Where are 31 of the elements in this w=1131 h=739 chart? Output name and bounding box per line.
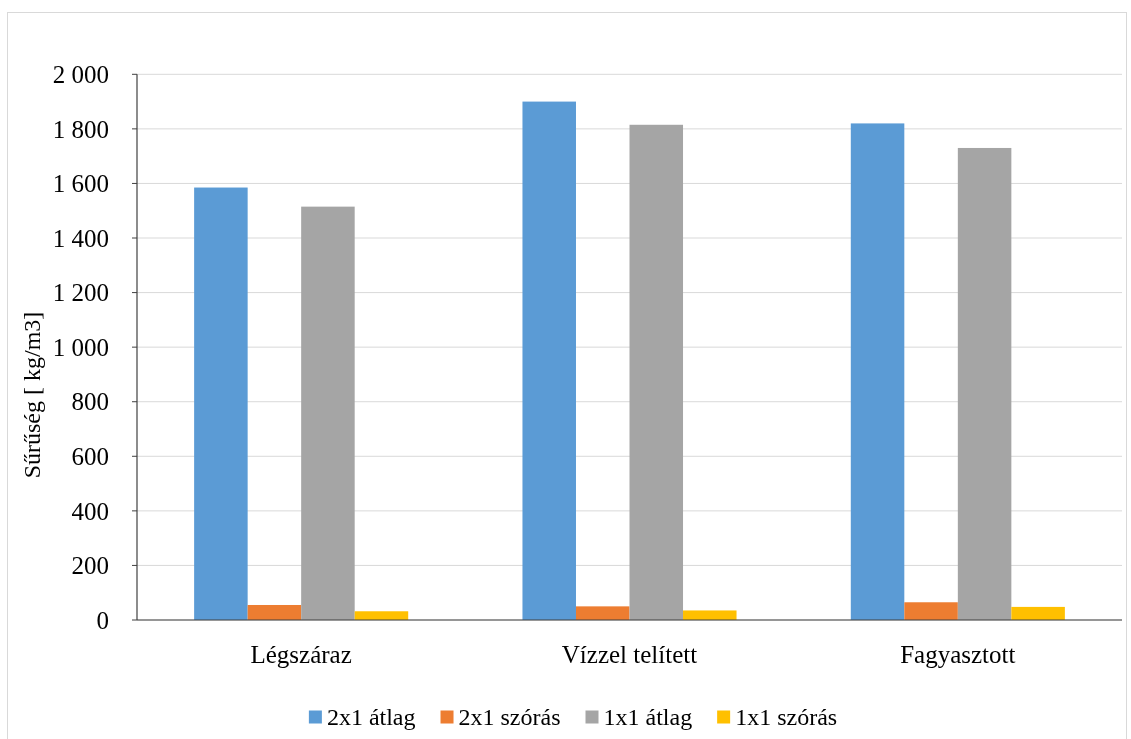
bar — [683, 610, 737, 620]
y-tick-label: 400 — [71, 497, 109, 525]
bar — [904, 602, 958, 620]
y-tick-label: 1 000 — [52, 333, 109, 361]
y-tick-label: 800 — [71, 388, 109, 416]
legend-label: 1x1 átlag — [603, 704, 693, 731]
x-tick-label: Vízzel telített — [561, 640, 698, 668]
y-tick-label: 1 400 — [52, 224, 109, 252]
bar — [194, 187, 248, 620]
bar — [247, 604, 302, 620]
bar — [629, 124, 684, 620]
y-tick-label: 2 000 — [52, 61, 109, 89]
x-tick-label: Légszáraz — [250, 640, 352, 668]
bar — [522, 101, 576, 620]
bar — [301, 206, 355, 620]
bar — [850, 123, 905, 620]
y-tick-label: 1 600 — [52, 170, 109, 198]
legend-label: 2x1 átlag — [326, 704, 416, 731]
y-tick-label: 1 800 — [52, 115, 109, 143]
x-tick-label: Fagyasztott — [900, 640, 1016, 668]
y-tick-label: 0 — [96, 606, 109, 634]
bar — [575, 606, 630, 620]
bar — [354, 611, 409, 620]
bar — [1011, 606, 1065, 620]
y-axis-title: Sűrűség [ kg/m3] — [19, 311, 46, 479]
y-tick-label: 1 200 — [52, 279, 109, 307]
legend-label: 1x1 szórás — [735, 704, 838, 731]
legend-label: 2x1 szórás — [458, 704, 561, 731]
bar — [957, 147, 1012, 620]
y-tick-label: 200 — [71, 552, 109, 580]
y-tick-label: 600 — [71, 443, 109, 471]
